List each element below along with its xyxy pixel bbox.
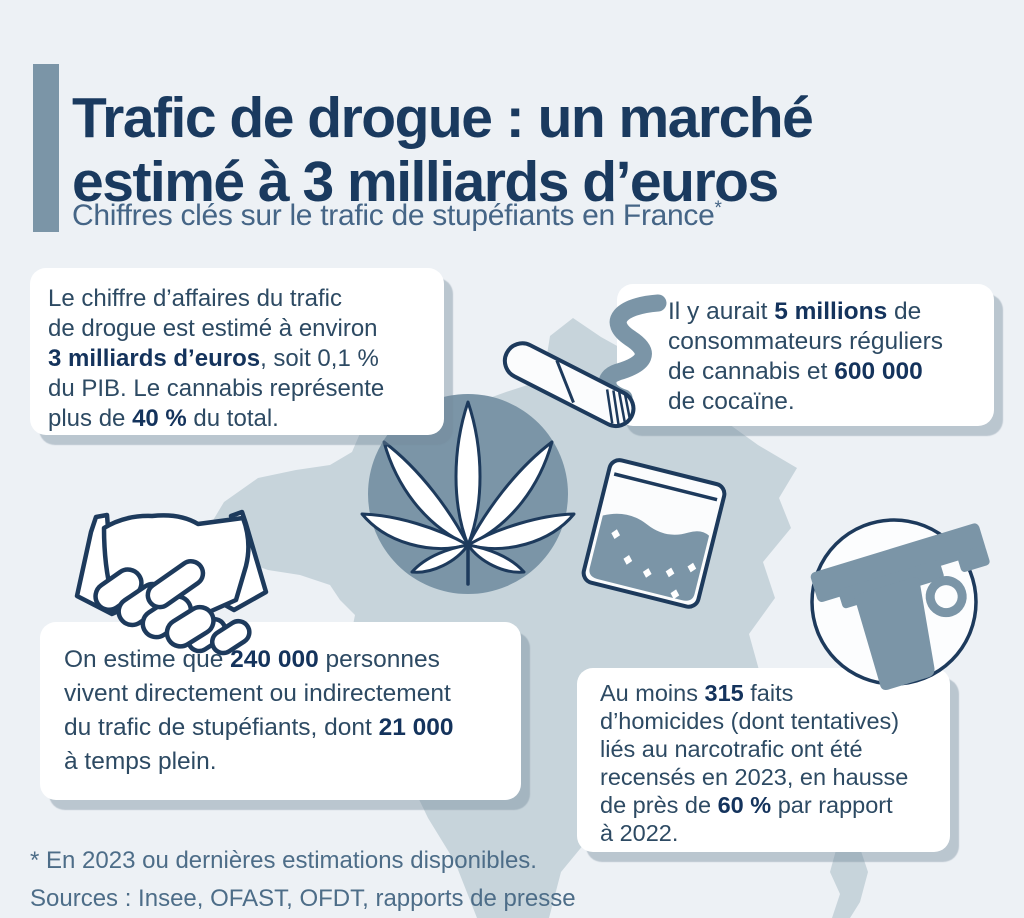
stat-card-jobs: On estime que 240 000 personnes vivent di… (40, 622, 521, 800)
drug-bag-icon (581, 458, 727, 609)
handshake-palms (101, 513, 251, 619)
bag-seal-line (613, 472, 718, 502)
island-dot (346, 589, 358, 599)
footnote: * En 2023 ou dernières estimations dispo… (30, 847, 537, 874)
title-accent-bar (33, 64, 59, 232)
stat-card-consumers: Il y aurait 5 millions de consommateurs r… (617, 284, 994, 426)
stat-card-jobs-text: On estime que 240 000 personnes vivent di… (64, 646, 454, 775)
powder-sparkles (611, 529, 697, 600)
sources-line: Sources : Insee, OFAST, OFDT, rapports d… (30, 885, 576, 912)
stat-card-homicides-text: Au moins 315 faits d’homicides (dont tent… (600, 680, 909, 846)
title-line-1: Trafic de drogue : un marché (72, 86, 814, 151)
page-title: Trafic de drogue : un marché estimé à 3 … (72, 86, 814, 215)
page-subtitle: Chiffres clés sur le trafic de stupéfian… (72, 198, 722, 232)
stat-card-revenue-text: Le chiffre d’affaires du trafic de drogue… (48, 285, 385, 432)
handshake-thumb (145, 559, 206, 610)
title-line-2: estimé à 3 milliards d’euros (72, 150, 779, 215)
subtitle-asterisk: * (714, 198, 722, 219)
stat-card-revenue: Le chiffre d’affaires du trafic de drogue… (30, 268, 444, 435)
handshake-right-sleeve (185, 509, 269, 613)
stat-card-homicides: Au moins 315 faits d’homicides (dont tent… (577, 668, 950, 852)
bag-powder (589, 513, 710, 601)
corsica (830, 848, 868, 918)
handshake-left-sleeve (74, 512, 167, 617)
stat-card-consumers-text: Il y aurait 5 millions de consommateurs r… (668, 298, 944, 415)
